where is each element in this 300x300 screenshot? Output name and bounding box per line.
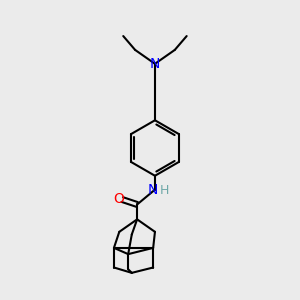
Text: N: N (150, 57, 160, 71)
Text: O: O (113, 191, 124, 206)
Text: N: N (148, 183, 158, 196)
Text: H: H (160, 184, 170, 197)
